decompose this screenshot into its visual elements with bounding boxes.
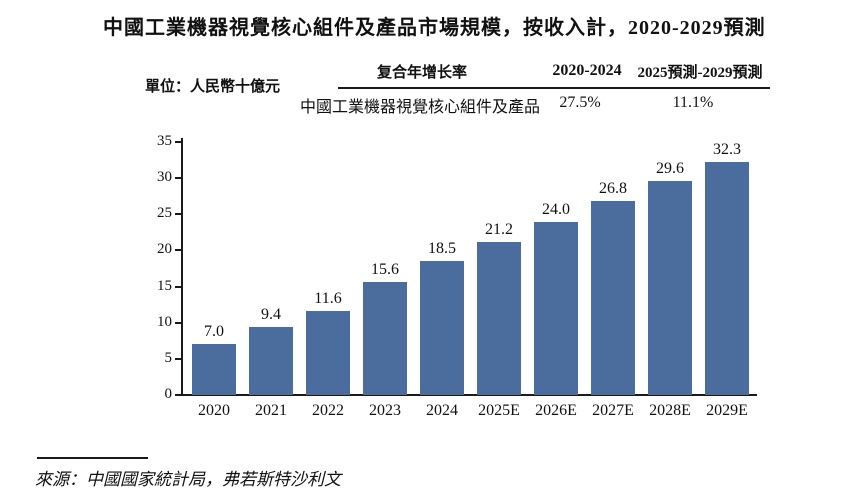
x-tick-label-2028E: 2028E <box>649 402 691 419</box>
source-divider-line <box>37 457 148 459</box>
x-tick-label-2023: 2023 <box>369 402 401 419</box>
y-tick-mark <box>175 357 181 360</box>
bar-column-2025E: 21.2 <box>477 221 521 395</box>
y-tick-label: 5 <box>164 349 173 366</box>
y-tick-mark <box>175 213 181 216</box>
chart-title: 中國工業機器視覺核心組件及產品市場規模，按收入計，2020-2029預測 <box>103 17 766 39</box>
bar <box>363 282 407 395</box>
bar-value-label: 21.2 <box>485 220 513 238</box>
y-tick-mark <box>175 249 181 252</box>
x-tick-label-2024: 2024 <box>426 402 458 419</box>
cagr-value-2025-2029: 11.1% <box>672 94 714 111</box>
x-tick-label-2026E: 2026E <box>535 402 577 419</box>
bar-column-2028E: 29.6 <box>648 160 692 395</box>
bar <box>534 221 578 395</box>
cagr-value-2020-2024: 27.5% <box>559 94 601 111</box>
bar <box>591 201 635 395</box>
cagr-header-period-2020-2024: 2020-2024 <box>552 62 622 79</box>
cagr-header-metric: 复合年增长率 <box>376 65 468 81</box>
bar <box>705 161 749 395</box>
y-tick-label: 15 <box>157 277 172 294</box>
bar-column-2026E: 24.0 <box>534 200 578 395</box>
y-tick-mark <box>175 285 181 288</box>
unit-label: 單位：人民幣十億元 <box>145 79 281 95</box>
y-tick-mark <box>175 141 181 143</box>
cagr-header-period-2025-2029: 2025預測-2029預測 <box>637 65 763 81</box>
bar-column-2022: 11.6 <box>306 290 350 395</box>
bar-column-2020: 7.0 <box>192 323 236 395</box>
bar-column-2023: 15.6 <box>363 261 407 395</box>
x-axis-category-labels: 2020 2021 2022 2023 2024 2025E 2026E 2027E 2028E… <box>183 402 757 420</box>
bar-value-label: 11.6 <box>314 290 342 308</box>
x-tick-label-2020: 2020 <box>198 402 230 419</box>
bar-column-2029E: 32.3 <box>705 140 749 395</box>
bar-column-2021: 9.4 <box>249 306 293 395</box>
bar-value-label: 26.8 <box>599 180 627 198</box>
x-tick-label-2025E: 2025E <box>478 402 520 419</box>
y-tick-mark <box>175 394 181 396</box>
bar-value-label: 7.0 <box>204 323 224 341</box>
bar <box>477 241 521 395</box>
y-tick-mark <box>175 177 181 180</box>
bar-value-label: 24.0 <box>542 200 570 218</box>
y-tick-label: 25 <box>157 205 172 222</box>
bar-series: 7.0 9.4 11.6 15.6 18.5 21.2 24.0 26.8 29.6 32.3 <box>183 140 757 395</box>
y-tick-label: 30 <box>157 169 172 186</box>
bar-column-2024: 18.5 <box>420 240 464 395</box>
bar-value-label: 29.6 <box>656 160 684 177</box>
x-tick-label-2022: 2022 <box>312 402 344 419</box>
bar <box>648 181 692 395</box>
x-axis-line <box>181 394 757 396</box>
x-tick-label-2027E: 2027E <box>592 402 634 419</box>
bar-value-label: 32.3 <box>713 140 741 158</box>
bar <box>306 311 350 395</box>
y-axis-line <box>181 138 183 396</box>
bar <box>249 327 293 395</box>
bar-column-2027E: 26.8 <box>591 180 635 395</box>
source-text: 來源：中國國家統計局，弗若斯特沙利文 <box>35 470 341 489</box>
bar <box>420 261 464 395</box>
y-tick-label: 35 <box>157 133 172 149</box>
y-tick-mark <box>175 321 181 324</box>
x-tick-label-2029E: 2029E <box>706 402 748 419</box>
cagr-table-divider-line <box>338 87 770 89</box>
cagr-row-label: 中國工業機器視覺核心組件及產品 <box>300 99 541 116</box>
x-tick-label-2021: 2021 <box>255 402 287 419</box>
y-tick-label: 0 <box>164 386 173 402</box>
bar <box>192 344 236 395</box>
bar-value-label: 9.4 <box>261 306 281 324</box>
y-tick-label: 10 <box>157 313 172 330</box>
y-tick-label: 20 <box>157 241 172 258</box>
bar-value-label: 18.5 <box>428 240 456 258</box>
bar-value-label: 15.6 <box>371 261 399 279</box>
